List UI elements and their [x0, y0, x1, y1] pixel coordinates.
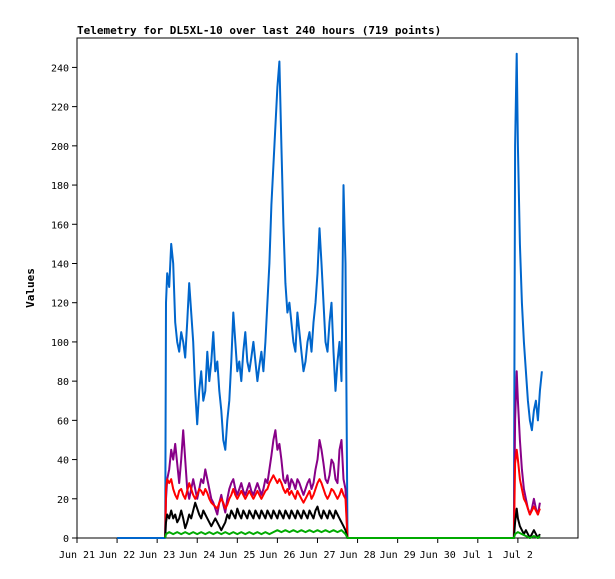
x-tick-label: Jun 28	[339, 550, 375, 561]
y-tick-label: 200	[51, 142, 69, 153]
y-tick-label: 80	[57, 377, 69, 388]
x-tick-label: Jun 26	[259, 550, 295, 561]
x-tick-label: Jun 21	[59, 550, 95, 561]
x-tick-label: Jun 29	[380, 550, 416, 561]
x-tick-label: Jun 22	[99, 550, 135, 561]
y-tick-label: 40	[57, 456, 69, 467]
series-line-4	[164, 529, 541, 539]
chart-title: Telemetry for DL5XL-10 over last 240 hou…	[77, 24, 441, 37]
x-tick-label: Jun 30	[420, 550, 456, 561]
x-tick-label: Jun 27	[299, 550, 335, 561]
x-tick-label: Jun 25	[219, 550, 255, 561]
y-tick-label: 20	[57, 495, 69, 506]
x-tick-label: Jun 23	[139, 550, 175, 561]
y-tick-label: 220	[51, 103, 69, 114]
x-tick-label: Jul 2	[503, 550, 533, 561]
y-tick-label: 180	[51, 181, 69, 192]
y-tick-label: 100	[51, 338, 69, 349]
y-tick-label: 160	[51, 220, 69, 231]
x-tick-label: Jul 1	[463, 550, 493, 561]
y-axis-label: Values	[24, 268, 37, 308]
series-line-3	[164, 501, 541, 539]
y-axis-ticks: 0 20 40 60 80 100 120 140 160 180 200 220 240	[51, 63, 77, 545]
y-tick-label: 120	[51, 299, 69, 310]
plot-area-frame	[76, 37, 579, 539]
x-tick-label: Jun 24	[179, 550, 215, 561]
y-tick-label: 140	[51, 259, 69, 270]
y-tick-label: 240	[51, 63, 69, 74]
x-axis-ticks: Jun 21 Jun 22 Jun 23 Jun 24 Jun 25 Jun 26 Jun …	[59, 538, 533, 561]
series-line-0	[117, 52, 543, 539]
series-line-2	[164, 448, 541, 539]
series-line-1	[164, 370, 541, 539]
y-tick-label: 0	[63, 534, 69, 545]
series-group	[117, 52, 543, 539]
y-tick-label: 60	[57, 416, 69, 427]
